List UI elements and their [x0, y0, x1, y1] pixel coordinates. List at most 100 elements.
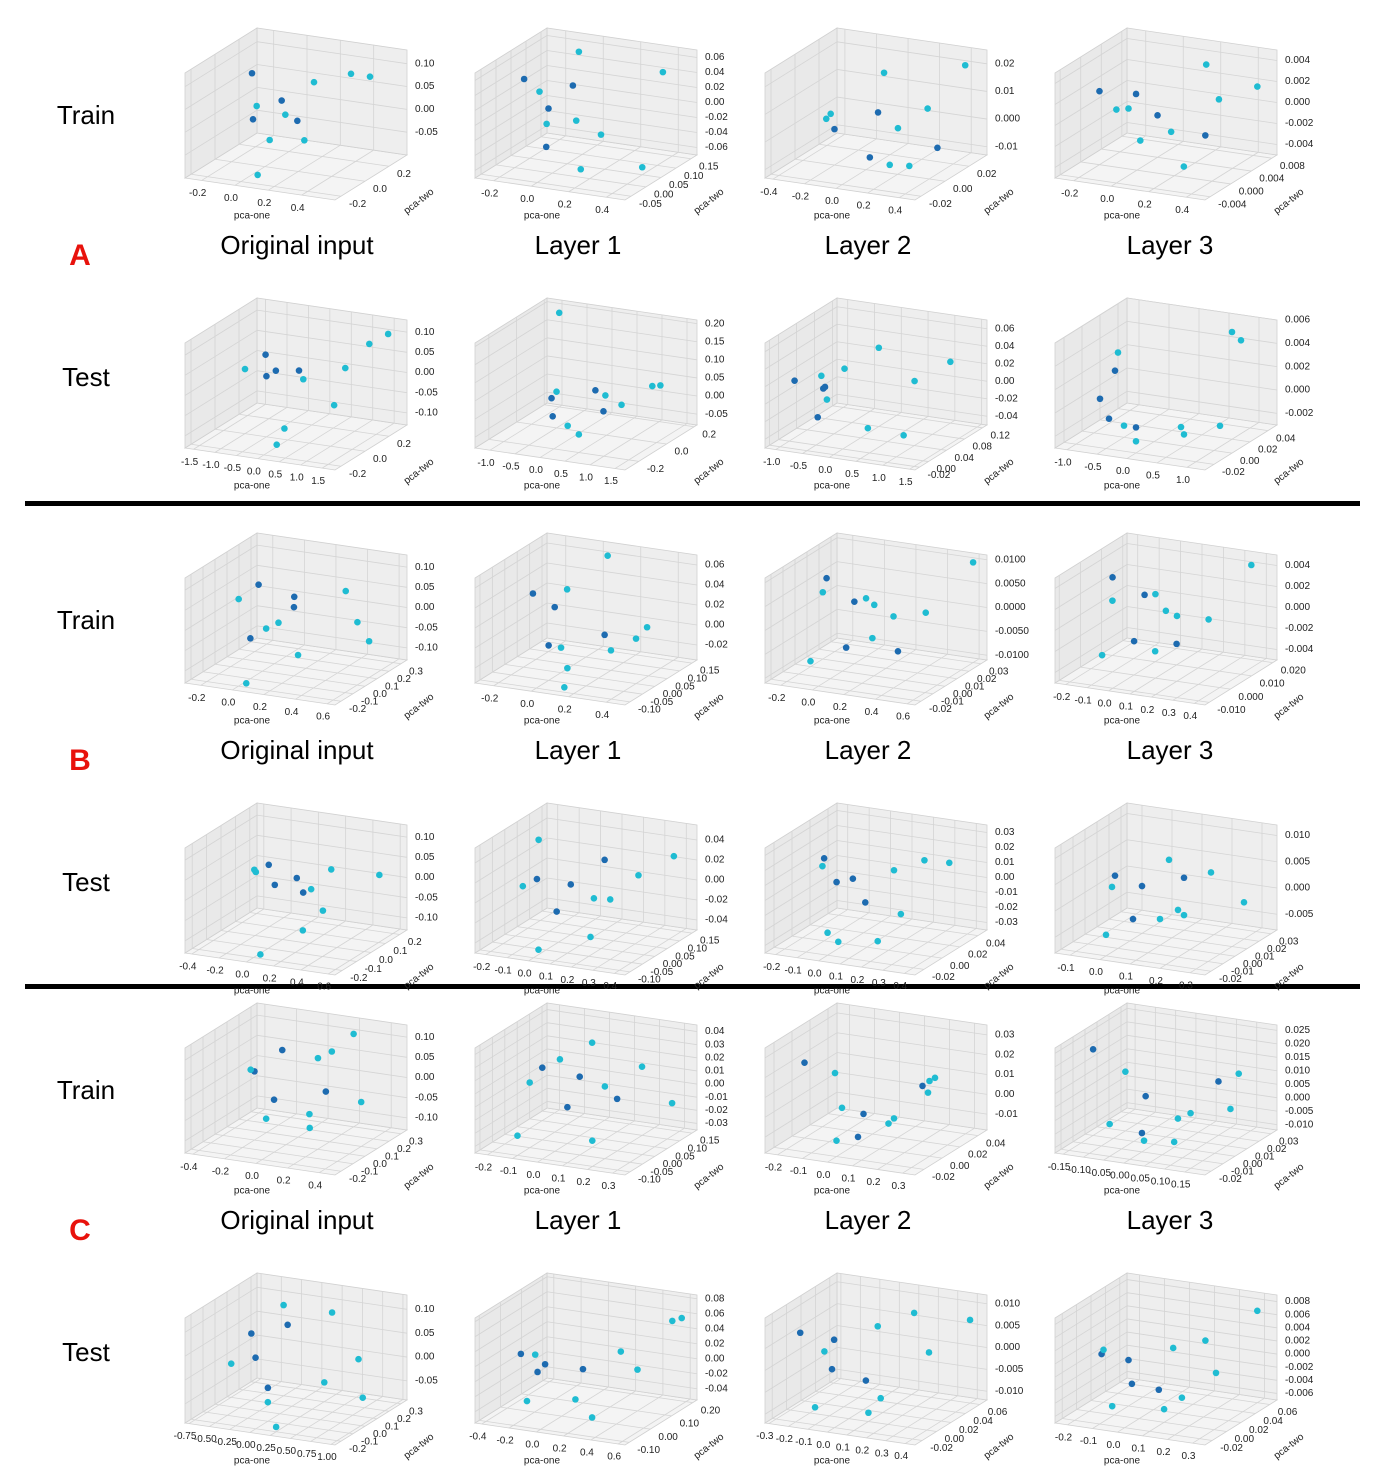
point [227, 1360, 235, 1367]
grid-line [794, 663, 946, 687]
grid-line [770, 173, 922, 197]
y-tick-label: -0.02 [929, 704, 952, 715]
x-tick-label: 0.6 [607, 1452, 621, 1463]
point [1108, 883, 1116, 891]
z-tick-label: -0.05 [415, 1092, 438, 1103]
point [365, 637, 373, 645]
y-axis-label: pca-two [982, 1161, 1017, 1191]
grid-line [1054, 122, 1128, 168]
point [1136, 137, 1144, 144]
grid-line [256, 895, 408, 919]
x-tick-label: 0.0 [520, 194, 534, 205]
grid-line [214, 1133, 366, 1157]
grid-line [1126, 1292, 1278, 1316]
z-tick-label: -0.04 [705, 1383, 728, 1394]
grid-line [764, 341, 838, 388]
grid-line [192, 1108, 266, 1155]
point [341, 364, 349, 372]
grid-line [1126, 839, 1278, 863]
x-tick-label: 0.2 [855, 1445, 869, 1456]
grid-line [836, 537, 988, 561]
grid-line [214, 407, 288, 453]
z-tick-label: -0.005 [995, 1364, 1024, 1375]
z-tick-label: -0.05 [415, 1376, 438, 1387]
point [366, 73, 374, 80]
y-tick-label: -0.02 [1220, 1443, 1243, 1454]
grid-line [1060, 174, 1211, 198]
x-axis-label: pca-one [234, 211, 271, 222]
z-tick-label: 0.002 [1285, 1336, 1310, 1347]
point [1130, 637, 1138, 645]
x-axis-label: pca-one [524, 986, 561, 997]
back-pane [546, 1272, 698, 1401]
y-tick-label: 0.010 [1260, 679, 1285, 690]
point [1109, 574, 1116, 581]
point [519, 882, 527, 890]
y-tick-label: 0.02 [977, 674, 997, 685]
back-pane [1126, 1272, 1278, 1401]
z-tick-label: 0.00 [705, 875, 725, 886]
z-tick-label: 0.10 [415, 327, 435, 338]
grid-line [835, 143, 909, 189]
grid-line [772, 1418, 923, 1441]
y-tick-label: -0.02 [1219, 974, 1242, 985]
y-tick-label: 0.0 [373, 1159, 387, 1170]
grid-line [1126, 1102, 1278, 1126]
x-tick-label: 0.0 [1089, 967, 1103, 978]
grid-line [852, 1120, 925, 1167]
x-tick-label: 0.2 [1149, 976, 1163, 987]
grid-line [184, 564, 258, 611]
back-pane [256, 1272, 408, 1401]
y-axis-label: pca-two [982, 1431, 1017, 1461]
y-axis-label: pca-two [402, 691, 437, 721]
y-tick-label: 0.02 [977, 169, 997, 180]
point [1089, 1045, 1097, 1053]
x-tick-label: -0.5 [790, 461, 808, 472]
point [254, 171, 261, 179]
point [926, 1077, 933, 1085]
point [854, 1133, 862, 1141]
grid-line [806, 656, 958, 680]
x-tick-label: 0.4 [894, 1451, 908, 1462]
grid-line [773, 946, 925, 970]
grid-line [546, 1306, 698, 1330]
point [1138, 1129, 1146, 1137]
z-tick-label: 0.005 [995, 1320, 1020, 1331]
grid-line [474, 1048, 548, 1095]
grid-line [541, 640, 693, 664]
point [875, 344, 883, 352]
z-tick-label: -0.10 [415, 913, 438, 924]
grid-line [474, 373, 548, 420]
point [617, 1348, 625, 1355]
y-tick-label: 0.0 [373, 1429, 387, 1440]
x-tick-label: 0.0 [808, 968, 822, 979]
x-tick-label: 0.0 [527, 1170, 541, 1181]
point [849, 875, 857, 882]
x-tick-label: 0.0 [525, 1440, 539, 1451]
y-axis-label: pca-two [1272, 1431, 1307, 1461]
z-tick-label: -0.004 [1285, 644, 1314, 655]
x-tick-label: -0.2 [1053, 692, 1071, 703]
z-tick-label: -0.01 [995, 887, 1018, 898]
y-axis-label: pca-two [402, 1431, 437, 1461]
x-tick-label: -0.2 [763, 962, 781, 973]
point [255, 581, 262, 588]
y-tick-label: 0.04 [973, 1416, 993, 1427]
grid-line [184, 1358, 258, 1405]
z-tick-label: 0.00 [415, 1072, 435, 1083]
grid-line [804, 138, 877, 185]
point [531, 1351, 539, 1358]
x-axis-label: pca-one [1104, 986, 1141, 997]
y-tick-label: 0.00 [1235, 1434, 1255, 1445]
grid-line [1054, 1331, 1128, 1378]
x-tick-label: 0.2 [553, 1444, 567, 1455]
grid-line [1123, 1117, 1197, 1164]
x-tick-label: 0.5 [554, 469, 568, 480]
z-tick-label: -0.02 [705, 112, 728, 123]
x-tick-label: -0.2 [792, 191, 810, 202]
grid-line [836, 855, 988, 878]
grid-line [818, 143, 970, 167]
grid-line [1054, 813, 1128, 859]
z-tick-label: 0.0050 [995, 578, 1026, 589]
z-tick-label: 0.00 [415, 602, 435, 613]
